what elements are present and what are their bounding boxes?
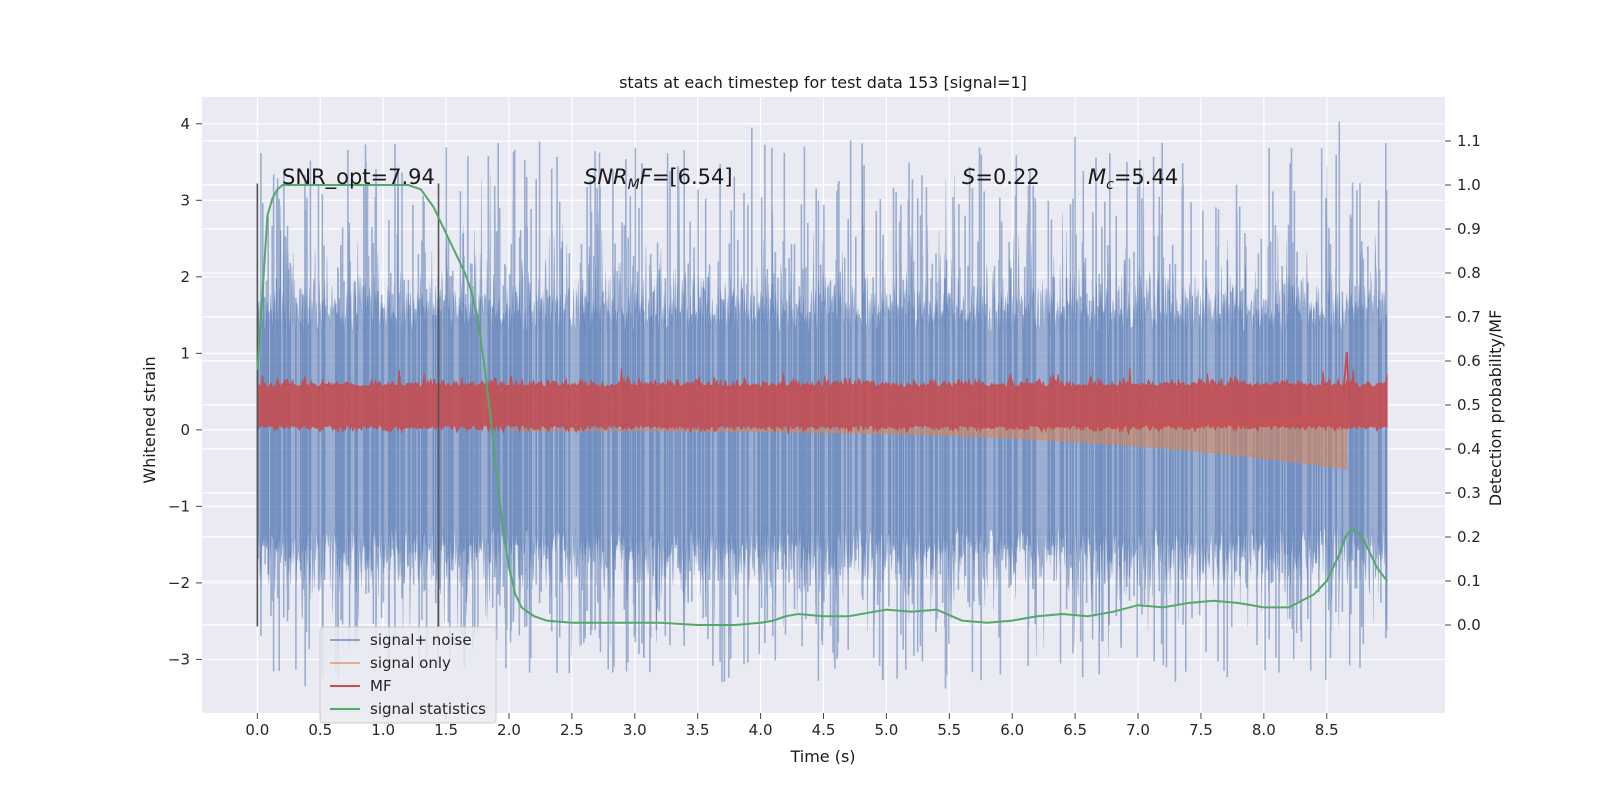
x-tick-label: 8.5: [1315, 721, 1339, 739]
y2-tick-label: 0.4: [1457, 440, 1481, 458]
x-tick-label: 3.0: [623, 721, 647, 739]
mc-symbol: M: [1088, 165, 1106, 189]
y2-tick-label: 0.1: [1457, 572, 1481, 590]
mf-band: [256, 367, 1388, 435]
legend-label-signal-only: signal only: [370, 654, 451, 672]
mc-value: =5.44: [1114, 165, 1178, 189]
x-tick-label: 1.0: [371, 721, 395, 739]
s-symbol: S: [962, 165, 975, 189]
x-tick-label: 4.0: [749, 721, 773, 739]
x-ticks: 0.0 0.5 1.0 1.5 2.0 2.5 3.0 3.5 4.0 4.5 5.0 5.5 6.0 6…: [245, 713, 1339, 739]
legend-label-signal-statistics: signal statistics: [370, 700, 486, 718]
x-tick-label: 6.5: [1063, 721, 1087, 739]
y-tick-label: 1: [180, 344, 190, 362]
legend: signal+ noise signal only MF signal stat…: [319, 626, 497, 724]
y-axis-label: Whitened strain: [140, 356, 159, 483]
x-tick-label: 0.5: [308, 721, 332, 739]
y-ticks: −3 −2 −1 0 1 2 3 4: [168, 115, 202, 668]
y2-tick-label: 0.5: [1457, 396, 1481, 414]
signal-statistics-series: [256, 184, 1388, 626]
x-tick-label: 4.5: [812, 721, 836, 739]
annotation-s: S=0.22: [962, 165, 1040, 189]
y-tick-label: −2: [168, 574, 190, 592]
y2-tick-label: 0.3: [1457, 484, 1481, 502]
snr-mf-subscript: M: [628, 177, 640, 193]
x-tick-label: 8.0: [1252, 721, 1276, 739]
y2-ticks: 0.0 0.1 0.2 0.3 0.4 0.5 0.6 0.7 0.8 0.9 1.0 1.1: [1445, 132, 1481, 634]
legend-label-signal-noise: signal+ noise: [370, 631, 472, 649]
mf-series: [256, 352, 1388, 435]
snr-mf-tail: F: [640, 165, 653, 189]
annotation-snr-mf: SNRMF=[6.54]: [584, 165, 733, 193]
y2-tick-label: 0.0: [1457, 616, 1481, 634]
x-tick-label: 5.5: [937, 721, 961, 739]
legend-box: [319, 626, 497, 724]
y-tick-label: 0: [180, 421, 190, 439]
y2-axis-label: Detection probability/MF: [1486, 310, 1505, 507]
y2-tick-label: 0.7: [1457, 308, 1481, 326]
x-tick-label: 7.0: [1126, 721, 1150, 739]
vertical-markers: [256, 183, 440, 627]
y2-tick-label: 0.2: [1457, 528, 1481, 546]
chart-title: stats at each timestep for test data 153…: [619, 73, 1027, 92]
y-tick-label: 2: [180, 268, 190, 286]
x-tick-label: 1.5: [434, 721, 458, 739]
x-axis-label: Time (s): [789, 747, 855, 766]
y2-tick-label: 1.0: [1457, 176, 1481, 194]
y2-tick-label: 0.6: [1457, 352, 1481, 370]
x-tick-label: 6.0: [1000, 721, 1024, 739]
x-tick-label: 0.0: [245, 721, 269, 739]
y-tick-label: 4: [180, 115, 190, 133]
x-tick-label: 2.0: [497, 721, 521, 739]
snr-mf-value: =[6.54]: [652, 165, 733, 189]
x-tick-label: 3.5: [686, 721, 710, 739]
y-tick-label: 3: [180, 191, 190, 209]
y-tick-label: −1: [168, 497, 190, 515]
y2-tick-label: 1.1: [1457, 132, 1481, 150]
x-tick-label: 5.0: [874, 721, 898, 739]
mc-subscript: c: [1106, 177, 1114, 193]
y-tick-label: −3: [168, 650, 190, 668]
annotation-mc: Mc=5.44: [1088, 165, 1178, 193]
x-tick-label: 2.5: [560, 721, 584, 739]
snr-mf-symbol: SNR: [584, 165, 628, 189]
signal-statistics-line: [256, 184, 1388, 626]
mf-peak: [1342, 352, 1351, 406]
legend-label-mf: MF: [370, 677, 392, 695]
s-value: =0.22: [975, 165, 1039, 189]
annotation-snr-opt: SNR_opt=7.94: [282, 165, 435, 190]
x-tick-label: 7.5: [1189, 721, 1213, 739]
y2-tick-label: 0.9: [1457, 220, 1481, 238]
y2-tick-label: 0.8: [1457, 264, 1481, 282]
